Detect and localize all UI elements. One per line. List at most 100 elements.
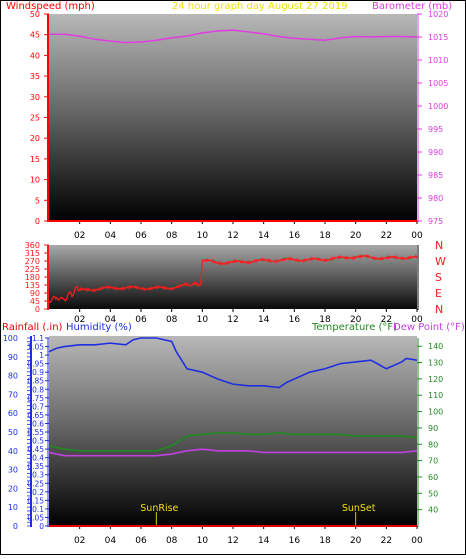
- x-tick-label: 14: [258, 231, 270, 241]
- left-y-tick-label: 25: [30, 114, 40, 123]
- hum-y-tick-label: 0.9: [32, 368, 44, 377]
- temp-y-tick-label: 140: [428, 342, 443, 351]
- dir-y-tick-label: 0: [35, 305, 40, 314]
- x-tick-label: 04: [105, 315, 117, 325]
- rain-y-tick-label: 60: [8, 409, 18, 418]
- series-dew-point: [48, 448, 418, 457]
- x-tick-label: 06: [135, 315, 147, 325]
- hum-y-tick-label: 0.65: [27, 411, 44, 420]
- dir-y-tick-label: 45: [30, 297, 40, 306]
- x-tick-label: 00: [411, 536, 423, 546]
- x-tick-label: 02: [74, 231, 85, 241]
- panel2-plot-area: [49, 245, 417, 309]
- left-y-tick-label: 35: [30, 72, 40, 81]
- x-tick-label: 18: [319, 231, 331, 241]
- hum-y-tick-label: 0.45: [27, 445, 44, 454]
- rain-y-tick-label: 80: [8, 372, 18, 381]
- left-y-tick-label: 45: [30, 31, 40, 40]
- rain-y-tick-label: 70: [8, 390, 18, 399]
- windspeed-axis-title: Windspeed (mph): [6, 1, 95, 12]
- temp-y-tick-label: 110: [428, 391, 443, 400]
- x-tick-label: 14: [258, 315, 270, 325]
- hum-y-tick-label: 1: [39, 351, 44, 360]
- x-tick-label: 08: [166, 231, 178, 241]
- hum-y-tick-label: 0.5: [32, 437, 44, 446]
- right-y-tick-label: 980: [428, 194, 443, 203]
- x-tick-label: 12: [227, 231, 238, 241]
- temp-y-tick-label: 100: [428, 408, 443, 417]
- right-y-tick-label: 995: [428, 125, 443, 134]
- hum-y-tick-label: 0: [39, 522, 44, 531]
- hum-y-tick-label: 1.05: [27, 343, 44, 352]
- left-y-tick-label: 5: [35, 196, 40, 205]
- rain-y-tick-label: 30: [8, 466, 18, 475]
- hum-y-tick-label: 0.2: [32, 488, 44, 497]
- right-y-tick-label: 1010: [428, 56, 448, 65]
- rain-y-tick-label: 100: [3, 334, 18, 343]
- right-y-tick-label: 1000: [428, 102, 448, 111]
- hum-y-tick-label: 0.7: [32, 402, 44, 411]
- x-tick-label: 16: [289, 231, 301, 241]
- temp-y-tick-label: 120: [428, 375, 443, 384]
- rain-y-tick-label: 90: [8, 353, 18, 362]
- chart-title: 24 hour graph day August 27 2019: [172, 1, 348, 12]
- panel1-plot-area: [49, 14, 417, 221]
- hum-y-tick-label: 0.1: [32, 505, 44, 514]
- compass-label: W: [435, 255, 446, 268]
- hum-y-tick-label: 0.55: [27, 428, 44, 437]
- series-temperature: [48, 432, 418, 452]
- hum-y-tick-label: 1.1: [32, 334, 44, 343]
- temp-y-tick-label: 130: [428, 359, 443, 368]
- left-y-tick-label: 0: [35, 217, 40, 226]
- compass-label: N: [435, 303, 443, 316]
- x-tick-label: 02: [74, 536, 85, 546]
- dir-y-tick-label: 315: [25, 249, 40, 258]
- hum-y-tick-label: 0.95: [27, 360, 44, 369]
- rain-y-tick-label: 20: [8, 484, 18, 493]
- rain-y-tick-label: 0: [13, 522, 18, 531]
- x-tick-label: 08: [166, 315, 178, 325]
- hum-y-tick-label: 0.8: [32, 385, 44, 394]
- left-y-tick-label: 50: [30, 10, 40, 19]
- rain-y-tick-label: 50: [8, 428, 18, 437]
- x-tick-label: 00: [411, 231, 423, 241]
- temperature-axis-title: Temperature (°F): [311, 322, 397, 333]
- hum-y-tick-label: 0.4: [32, 454, 44, 463]
- x-tick-label: 20: [350, 536, 362, 546]
- x-tick-label: 14: [258, 536, 270, 546]
- x-tick-label: 18: [319, 315, 331, 325]
- right-y-tick-label: 990: [428, 148, 443, 157]
- annotation-label: SunRise: [140, 503, 178, 514]
- x-tick-label: 22: [381, 231, 392, 241]
- rain-y-tick-label: 10: [8, 503, 18, 512]
- humidity-axis-title: Humidity (%): [66, 322, 132, 333]
- right-y-tick-label: 1020: [428, 10, 448, 19]
- left-y-tick-label: 10: [30, 176, 40, 185]
- series-barometer: [49, 29, 418, 44]
- x-tick-label: 06: [135, 231, 147, 241]
- hum-y-tick-label: 0.75: [27, 394, 44, 403]
- x-tick-label: 18: [319, 536, 331, 546]
- dir-y-tick-label: 90: [30, 289, 40, 298]
- x-tick-label: 08: [166, 536, 178, 546]
- dir-y-tick-label: 360: [25, 241, 40, 250]
- temp-y-tick-label: 40: [428, 506, 438, 515]
- right-y-tick-label: 1005: [428, 79, 448, 88]
- right-y-tick-label: 975: [428, 217, 443, 226]
- annotation-label: SunSet: [342, 503, 376, 514]
- x-tick-label: 16: [289, 536, 301, 546]
- dir-y-tick-label: 225: [25, 265, 40, 274]
- compass-label: E: [435, 287, 442, 300]
- x-tick-label: 02: [74, 315, 85, 325]
- temp-y-tick-label: 60: [428, 473, 438, 482]
- x-tick-label: 10: [197, 231, 209, 241]
- hum-y-tick-label: 0.35: [27, 462, 44, 471]
- x-tick-label: 12: [227, 315, 238, 325]
- compass-label: S: [435, 271, 442, 284]
- left-y-tick-label: 30: [30, 93, 40, 102]
- hum-y-tick-label: 0.25: [27, 479, 44, 488]
- dir-y-tick-label: 135: [25, 281, 40, 290]
- rain-y-tick-label: 40: [8, 447, 18, 456]
- hum-y-tick-label: 0.85: [27, 377, 44, 386]
